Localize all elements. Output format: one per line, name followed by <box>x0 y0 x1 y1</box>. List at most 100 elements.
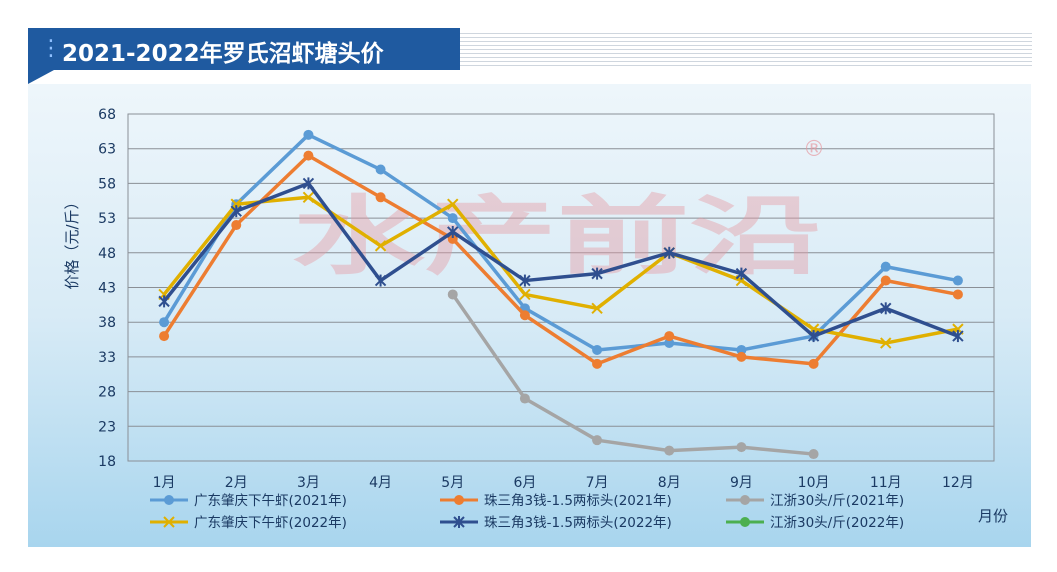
data-point <box>592 435 603 446</box>
data-point <box>519 288 531 301</box>
legend-label: 广东肇庆下午虾(2021年) <box>194 493 347 509</box>
marker-stroke <box>591 302 603 315</box>
data-point <box>447 198 459 210</box>
watermark: 水产前沿 ® <box>292 137 825 287</box>
data-point <box>230 205 242 218</box>
legend-label: 珠三角3钱-1.5两标头(2021年) <box>484 493 672 509</box>
data-point <box>302 191 315 203</box>
data-point <box>374 274 387 287</box>
data-point <box>592 344 603 355</box>
series-line <box>162 181 959 338</box>
data-point <box>880 302 892 315</box>
x-tick-label: 4月 <box>369 475 392 491</box>
legend: 广东肇庆下午虾(2021年) 珠三角3钱-1.5两标头(2021年) 江浙30头/斤… <box>150 493 904 531</box>
data-point <box>447 233 458 244</box>
data-point <box>808 449 819 460</box>
data-point <box>736 351 747 362</box>
data-point <box>453 516 465 528</box>
y-tick-label: 43 <box>98 281 116 297</box>
x-tick-label: 3月 <box>297 475 320 491</box>
legend-item: 江浙30头/斤(2022年) <box>726 515 904 531</box>
title-accent-icon: ⋮ <box>40 36 62 61</box>
series-line <box>162 133 959 352</box>
data-point <box>880 261 891 272</box>
data-point <box>592 358 603 369</box>
legend-item: 珠三角3钱-1.5两标头(2022年) <box>440 515 672 531</box>
data-point <box>808 358 819 369</box>
marker-stroke <box>519 288 531 301</box>
x-tick-label: 8月 <box>658 475 681 491</box>
series-5 <box>158 177 964 343</box>
x-tick-label: 2月 <box>225 475 248 491</box>
data-point <box>447 225 459 238</box>
watermark-registered: ® <box>803 137 825 162</box>
data-point <box>163 516 175 528</box>
data-point <box>519 310 530 321</box>
data-point <box>164 495 174 505</box>
marker-stroke <box>447 198 459 210</box>
title-rule-lines <box>460 33 1032 69</box>
data-point <box>591 302 603 315</box>
y-tick-label: 58 <box>98 176 116 192</box>
series-line <box>162 153 959 366</box>
data-point <box>519 274 531 287</box>
data-point <box>591 267 603 280</box>
data-point <box>447 213 458 224</box>
x-axis-label: 月份 <box>978 507 1008 525</box>
x-tick-label: 9月 <box>730 475 753 491</box>
marker-stroke <box>163 516 175 528</box>
series-2 <box>159 150 963 369</box>
data-point <box>740 517 750 527</box>
data-point <box>375 164 386 175</box>
data-point <box>735 267 748 280</box>
axes: 价格（元/斤） 月份 18 23 28 33 38 43 48 53 58 63 68 1月 2月 3月 4… <box>63 107 1008 525</box>
data-point <box>880 275 891 286</box>
data-point <box>740 495 750 505</box>
y-axis-label: 价格（元/斤） <box>63 194 81 289</box>
y-tick-label: 63 <box>98 142 116 158</box>
data-point <box>664 331 675 342</box>
y-tick-label: 18 <box>98 454 116 470</box>
data-point <box>952 289 963 300</box>
grid-lines <box>127 113 995 462</box>
y-tick-label: 33 <box>98 350 116 366</box>
x-tick-label: 7月 <box>586 475 609 491</box>
data-point <box>952 275 963 286</box>
data-point <box>454 495 464 505</box>
data-point <box>736 344 747 355</box>
x-tick-label: 1月 <box>153 475 176 491</box>
chart-title-bar: ⋮ 2021-2022年罗氏沼虾塘头价 <box>28 28 460 70</box>
legend-item: 珠三角3钱-1.5两标头(2021年) <box>440 493 672 509</box>
y-tick-label: 23 <box>98 419 116 435</box>
data-point <box>447 289 458 300</box>
data-point <box>231 220 242 231</box>
legend-label: 江浙30头/斤(2022年) <box>770 515 904 531</box>
data-point <box>374 240 387 252</box>
title-notch <box>28 70 54 84</box>
legend-item: 广东肇庆下午虾(2022年) <box>150 515 347 531</box>
legend-label: 广东肇庆下午虾(2022年) <box>194 515 347 531</box>
legend-label: 江浙30头/斤(2021年) <box>770 493 904 509</box>
data-point <box>952 330 964 343</box>
series-1 <box>159 129 963 355</box>
data-point <box>159 331 170 342</box>
data-point <box>303 150 314 161</box>
x-tick-label: 10月 <box>798 475 830 491</box>
marker-stroke <box>880 337 892 349</box>
marker-stroke <box>374 240 387 252</box>
data-point <box>302 177 315 190</box>
data-point <box>303 129 314 140</box>
x-tick-label: 11月 <box>870 475 902 491</box>
series-group <box>158 129 964 460</box>
data-point <box>375 192 386 203</box>
legend-label: 珠三角3钱-1.5两标头(2022年) <box>484 515 672 531</box>
x-tick-label: 12月 <box>942 475 974 491</box>
data-point <box>736 442 747 453</box>
data-point <box>880 337 892 349</box>
data-point <box>159 317 170 328</box>
series-line <box>451 293 814 456</box>
legend-item: 广东肇庆下午虾(2021年) <box>150 493 347 509</box>
chart-title: 2021-2022年罗氏沼虾塘头价 <box>62 41 384 67</box>
data-point <box>664 445 675 456</box>
